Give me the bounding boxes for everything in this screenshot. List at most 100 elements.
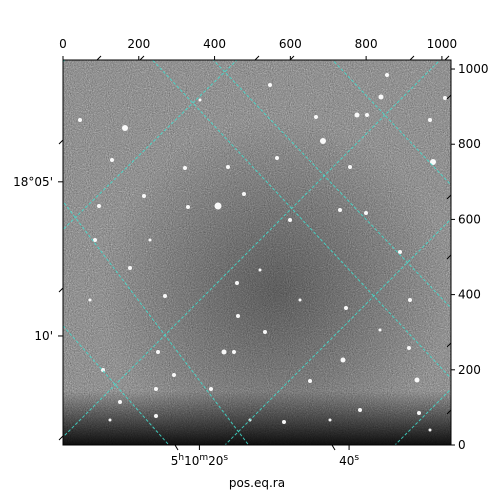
star [348,165,352,169]
star [93,238,97,242]
star [258,268,262,272]
star [344,306,348,310]
x-pixel-tick-label: 800 [355,37,378,51]
star [183,166,187,170]
x-pixel-tick-label: 600 [279,37,302,51]
y-pixel-tick-label: 800 [458,137,481,151]
dec-tick-label: 10' [34,329,53,343]
star [378,94,384,100]
star [338,208,342,212]
star [108,418,112,422]
x-pixel-tick-label: 400 [203,37,226,51]
star [214,202,222,210]
x-axis-title: pos.eq.ra [229,476,285,490]
star [275,156,279,160]
star [298,298,302,302]
star [110,158,114,162]
star [407,346,411,350]
star [430,159,436,165]
star [354,112,360,118]
star [88,298,92,302]
star [154,414,158,418]
star [398,250,402,254]
pixel-axis-ticks: 0 200 400 600 800 1000 0 200 400 600 800 1000 [59,37,488,452]
x-pixel-tick-label: 1000 [427,37,458,51]
star [417,411,421,415]
y-pixel-tick-label: 1000 [458,62,489,76]
star [414,377,420,383]
world-axis-ticks: 5h10m20s 40s 18°05' 10' [13,55,452,468]
star [148,238,152,242]
star [156,350,160,354]
star [308,379,312,383]
star [364,211,368,215]
star [163,294,167,298]
star [268,83,272,87]
y-pixel-tick-label: 600 [458,212,481,226]
star [235,281,239,285]
top-wcs-tick [444,55,450,61]
x-pixel-tick-label: 200 [127,37,150,51]
top-wcs-tick [254,55,260,61]
star [186,205,190,209]
star [358,408,362,412]
star [198,98,202,102]
y-pixel-tick-label: 0 [458,438,466,452]
star [128,266,132,270]
star [122,125,128,131]
grid-line [63,200,250,445]
star [242,192,246,196]
star [408,298,412,302]
star [314,115,318,119]
star [118,400,122,404]
top-wcs-tick [289,55,295,61]
dec-minor-tick [58,287,64,293]
star [221,349,227,355]
right-wcs-tick [446,94,452,100]
star [232,350,236,354]
star [263,330,267,334]
ra-tick-label: 5h10m20s [171,453,229,468]
star [226,165,230,169]
plot-frame [62,59,452,446]
right-wcs-tick [446,409,452,415]
star [385,73,389,77]
grid-line [212,60,451,309]
right-wcs-tick [446,342,452,348]
star [428,428,432,432]
star [236,314,240,318]
star [378,328,382,332]
grid-line [331,60,451,186]
stars-layer [78,73,447,432]
grid-line [63,325,170,445]
ra-tick-label: 40s [339,453,359,468]
star [97,204,101,208]
star [209,387,213,391]
dec-tick-label: 18°05' [13,175,53,189]
star [428,118,432,122]
star [443,96,447,100]
x-pixel-tick-label: 0 [59,37,67,51]
top-wcs-tick [139,55,145,61]
star [282,420,286,424]
star [340,357,346,363]
star [142,194,146,198]
y-pixel-tick-label: 200 [458,363,481,377]
star [365,113,369,117]
right-wcs-tick [446,254,452,260]
dec-minor-tick [58,139,64,145]
sky-image [63,60,451,445]
dec-minor-tick [58,435,64,441]
right-wcs-tick [446,194,452,200]
star [288,218,292,222]
star [78,118,82,122]
star [154,387,158,391]
star [101,368,105,372]
top-wcs-tick [409,55,415,61]
star [320,138,326,144]
ra-minor-tick [174,444,179,451]
star [172,373,176,377]
